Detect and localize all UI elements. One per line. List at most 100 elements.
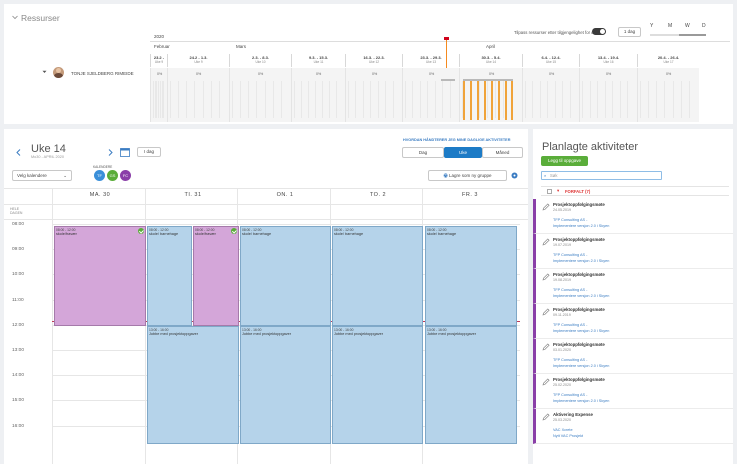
week-header: 16.3. - 22.3. Uke 12 [345,54,402,67]
event-time: 13:00 - 16:00 [149,328,169,332]
add-task-button[interactable]: Legg til oppgave [541,156,588,166]
day-separator [153,81,154,118]
resource-week-cell[interactable]: 0% [637,68,699,122]
chevron-down-icon[interactable] [12,15,18,20]
activity-project-link[interactable]: Implementere versjon 2.0 i Skyen [553,259,610,263]
day-separator [377,81,379,118]
view-day-button[interactable]: Dag [402,147,444,158]
hour-label: 09:00 [12,247,25,253]
activity-project-link[interactable]: Implementere versjon 2.0 i Skyen [553,399,610,403]
month-mar: Mars [236,44,246,49]
check-icon [231,228,237,234]
activity-item[interactable]: Aktivering Expense 25.03.2020 VAC Xcrete Ny… [533,409,733,444]
activity-customer-link[interactable]: TFP Consulting AS - [553,288,588,292]
pencil-icon[interactable] [542,343,550,353]
pencil-icon[interactable] [542,378,550,388]
chevron-down-icon[interactable] [42,70,47,74]
prev-week-icon[interactable] [16,149,21,156]
calendar-event[interactable]: 13:00 - 16:00 Jobbe med prosjektoppgaver [240,326,331,444]
today-button[interactable]: I dag [137,147,161,157]
activity-customer-link[interactable]: TFP Consulting AS - [553,393,588,397]
event-title: skole/fravær [195,232,216,236]
calendar-event[interactable]: 13:00 - 16:00 Jobbe med prosjektoppgaver [332,326,423,444]
day-separator [161,81,163,118]
calendar-event[interactable]: 08:00 - 12:00 skole/ barnehage [147,226,192,326]
calendar-event[interactable]: 13:00 - 16:00 Jobbe med prosjektoppgaver [147,326,239,444]
resource-week-cell[interactable]: 0% [229,68,291,122]
activity-item[interactable]: Prosjektoppfølgingsmøte 19.07.2019 TFP Con… [533,234,733,269]
pencil-icon[interactable] [542,308,550,318]
calendar-avatar-circle[interactable]: GS [107,170,118,181]
event-time: 13:00 - 16:00 [242,328,262,332]
activity-project-link[interactable]: Implementere versjon 2.0 i Skyen [553,224,610,228]
day-separator [370,81,372,118]
activity-project-link[interactable]: Nytt VAC Prosjekt [553,434,584,438]
activity-customer-link[interactable]: VAC Xcrete [553,428,573,432]
calendar-event[interactable]: 08:00 - 12:00 skole/ barnehage [240,226,331,326]
day-header: TO. 2 [369,192,387,198]
activity-item[interactable]: Prosjektoppfølgingsmøte 25.02.2020 TFP Con… [533,374,733,409]
calendar-event[interactable]: 08:00 - 12:00 skole/fravær [54,226,146,326]
activity-project-link[interactable]: Implementere versjon 2.0 i Skyen [553,329,610,333]
activity-customer-link[interactable]: TFP Consulting AS - [553,253,588,257]
calendar-event[interactable]: 08:00 - 12:00 skole/ barnehage [332,226,423,326]
activity-item[interactable]: Prosjektoppfølgingsmøte 19.08.2019 TFP Con… [533,269,733,304]
zoom-m[interactable]: M [668,23,673,29]
event-title: skole/ barnehage [334,232,364,236]
range-button[interactable]: 1 dag [618,27,641,37]
activity-customer-link[interactable]: TFP Consulting AS - [553,218,588,222]
activity-item[interactable]: Prosjektoppfølgingsmøte 24.05.2019 TFP Con… [533,199,733,234]
pencil-icon[interactable] [542,413,550,423]
resource-week-cell[interactable]: 0% [402,68,459,122]
resource-week-cell[interactable]: 0% [579,68,637,122]
pencil-icon[interactable] [542,238,550,248]
zoom-slider-track[interactable] [650,34,706,36]
resource-week-cell[interactable]: 0% [522,68,579,122]
pencil-icon[interactable] [542,203,550,213]
overdue-group-header[interactable]: ▾ FORFALT (7) [541,186,729,196]
week-header: 2.3. - 8.3. Uke 10 [229,54,291,67]
zoom-w[interactable]: W [685,23,690,29]
day-separator [427,81,429,118]
day-separator [218,81,220,118]
activity-customer-link[interactable]: TFP Consulting AS - [553,358,588,362]
calendar-event[interactable]: 08:00 - 12:00 skole/fravær [193,226,239,326]
group-checkbox[interactable] [547,189,552,194]
capacity-toggle[interactable] [592,28,606,35]
calendar-event[interactable]: 08:00 - 12:00 skole/ barnehage [425,226,517,326]
search-input[interactable]: ⌕ Søk [541,171,662,180]
week-header-number: Uke 17 [663,60,674,64]
help-link[interactable]: HVORDAN HÅNDTERER JEG MINE DAGLIGE AKTIV… [403,138,511,142]
view-week-button[interactable]: Uke [444,147,482,158]
pencil-icon[interactable] [542,273,550,283]
activity-item[interactable]: Prosjektoppfølgingsmøte 09.11.2019 TFP Con… [533,304,733,339]
calendar-event[interactable]: 13:00 - 16:00 Jobbe med prosjektoppgaver [425,326,517,444]
calendar-select[interactable]: Velg kalendere ⌄ [12,170,72,181]
calendar-avatar-circle[interactable]: FC [120,170,131,181]
week-header-date: 30.3. - 5.4. [481,55,501,60]
day-separator [355,81,357,118]
activity-project-link[interactable]: Implementere versjon 2.0 i Skyen [553,294,610,298]
resource-week-cell[interactable]: 0% [291,68,345,122]
calendar-picker-icon[interactable] [120,147,130,157]
resource-week-cell[interactable]: 0% [150,68,167,122]
gear-icon[interactable] [511,172,518,179]
view-month-button[interactable]: Måned [482,147,523,158]
resource-week-cell[interactable]: 0% [345,68,402,122]
booking-summary-bar [463,79,513,81]
today-marker-head [444,37,449,40]
activity-project-link[interactable]: Implementere versjon 2.0 i Skyen [553,364,610,368]
activity-date: 09.11.2019 [553,313,571,317]
next-week-icon[interactable] [108,149,113,156]
resources-panel: Ressurser Tilpass ressurser etter tilgje… [4,4,733,124]
save-group-button[interactable]: 🖶 Lagre som ny gruppe [428,170,507,181]
activity-title: Prosjektoppfølgingsmøte [553,377,605,382]
zoom-d[interactable]: D [702,23,706,29]
activity-date: 25.03.2020 [553,418,571,422]
activity-item[interactable]: Prosjektoppfølgingsmøte 03.01.2020 TFP Con… [533,339,733,374]
calendar-avatar-circle[interactable]: TF [94,170,105,181]
resource-week-cell[interactable]: 0% [167,68,229,122]
zoom-y[interactable]: Y [650,23,654,29]
day-separator [412,81,414,118]
activity-customer-link[interactable]: TFP Consulting AS - [553,323,588,327]
